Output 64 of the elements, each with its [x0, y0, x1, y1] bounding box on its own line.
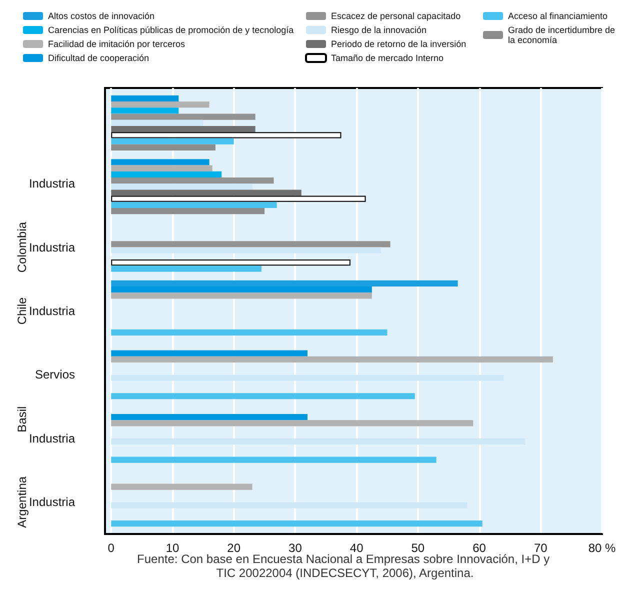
bar [111, 184, 252, 190]
y-tick-label: Servios [34, 368, 75, 382]
legend-label: Riesgo de la innovación [331, 25, 427, 35]
legend-label: Altos costos de innovación [48, 11, 155, 21]
x-tick-label: 0 [108, 541, 115, 555]
bar [111, 159, 210, 166]
x-tick-label: 80 % [588, 541, 616, 555]
y-tick-label: Industria [28, 431, 76, 446]
bar [111, 414, 308, 420]
bar [111, 208, 265, 214]
bar [111, 456, 436, 463]
bar [111, 171, 222, 178]
bar [111, 484, 252, 490]
x-tick-label: 20 [227, 541, 241, 555]
bar [111, 114, 256, 120]
legend-label: Periodo de retorno de la inversión [331, 39, 466, 49]
x-tick-label: 30 [288, 541, 302, 555]
bar [111, 102, 210, 108]
x-tick-label: 60 [472, 541, 486, 555]
bar [111, 138, 234, 144]
bar [111, 374, 504, 381]
bar [111, 438, 526, 445]
y-tick-label: Industria [28, 240, 76, 254]
source-note: Fuente: Con base en Encuesta Nacional a Empresas sobre Innovación, I+D y TIC 20022004 (INDECSECYT, 2006), Argentina. [137, 552, 553, 580]
legend-label: Acceso al financiamiento [508, 11, 608, 21]
x-tick-label: 50 [411, 541, 425, 555]
bar [111, 202, 277, 208]
bar [111, 241, 390, 248]
bar [111, 280, 458, 287]
bar [111, 144, 216, 150]
bar [111, 266, 262, 272]
x-tick-label: 70 [534, 541, 548, 555]
bar [111, 177, 274, 184]
y-tick-label: Industria [28, 176, 76, 191]
x-tick-label: 10 [166, 541, 180, 555]
text: Colombia [15, 222, 29, 273]
legend-label: Facilidad de imitación por terceros [48, 39, 186, 49]
legend-label: Tamaño de mercado Interno [331, 53, 444, 63]
text: Argentina [15, 476, 29, 528]
bar [111, 292, 372, 299]
bar [111, 420, 474, 426]
legend-label: Dificultad de cooperación [48, 53, 150, 63]
bar [111, 247, 382, 254]
legend-label: Escacez de personal capacitado [331, 11, 461, 21]
bar [111, 126, 256, 132]
bar [111, 356, 553, 362]
bar [111, 120, 204, 126]
x-tick-label: 40 [350, 541, 364, 555]
bar [111, 108, 179, 114]
bar [111, 190, 302, 196]
bar [111, 329, 388, 336]
bar [111, 520, 482, 527]
text: Chile [15, 297, 29, 325]
bar [111, 350, 308, 356]
bar [111, 393, 415, 400]
legend-label: Carencias en Políticas públicas de promoción de y tecnología [48, 25, 294, 35]
legend-label: Grado de incertidumbre de la economía [508, 25, 618, 45]
bar [111, 286, 372, 293]
y-tick-label: Industria [28, 304, 76, 318]
bar [111, 165, 212, 172]
y-tick-label: Industria [28, 495, 76, 510]
bar [111, 95, 179, 102]
bar [111, 502, 468, 508]
text: Basil [15, 406, 29, 432]
